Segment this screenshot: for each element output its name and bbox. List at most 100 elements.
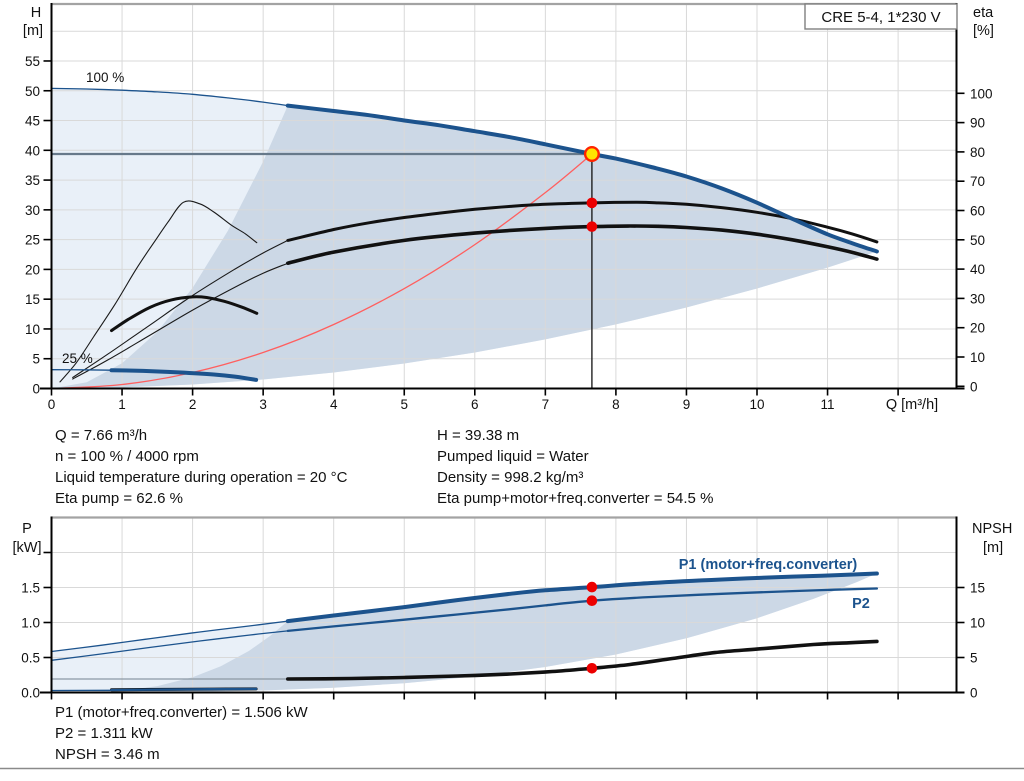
left-axis-tick-label: 25 [25, 233, 40, 248]
result-liquid-temp: Liquid temperature during operation = 20… [55, 469, 348, 486]
gridlines [51, 4, 957, 389]
left-axis-tick-label: 1.5 [21, 581, 40, 596]
eta-total-duty-dot [586, 221, 598, 232]
result-p1: P1 (motor+freq.converter) = 1.506 kW [55, 704, 308, 721]
p1-thin-curve [50, 620, 289, 653]
speed-25-label: 25 % [62, 351, 93, 366]
left-axis-tick-label: 0.5 [21, 651, 40, 666]
npsh-axis-label: NPSH [972, 521, 1012, 537]
qh-100-curve [285, 103, 879, 254]
gridlines [51, 517, 957, 693]
x-axis-tick-label: 0 [48, 397, 56, 412]
pump-title: CRE 5-4, 1*230 V [821, 9, 940, 26]
power-duty-range-dark [51, 573, 877, 693]
power-result-text: P1 (motor+freq.converter) = 1.506 kW P2 … [55, 704, 308, 763]
npsh-duty-dot [586, 662, 598, 674]
x-axis-tick-label: 6 [471, 397, 479, 412]
result-speed: n = 100 % / 4000 rpm [55, 448, 199, 465]
duty-markers [586, 581, 598, 674]
x-axis-tick-label: 5 [400, 397, 408, 412]
p1-curve-label: P1 (motor+freq.converter) [679, 557, 858, 573]
h-axis-label: H [31, 5, 41, 21]
right-axis-tick-label: 10 [970, 616, 985, 631]
right-axis-tick-label: 80 [970, 145, 985, 160]
qh-100-thin-curve [50, 87, 289, 107]
left-axis-tick-label: 20 [25, 262, 40, 277]
p2-curve-label: P2 [852, 596, 870, 612]
eta-pump-duty-dot [586, 197, 598, 209]
control-curve-curve [50, 153, 593, 390]
right-axis-tick-label: 50 [970, 233, 985, 248]
npsh-curve [286, 639, 879, 681]
right-axis-tick-label: 0 [970, 379, 978, 394]
result-npsh: NPSH = 3.46 m [55, 746, 160, 763]
left-axis-tick-label: 0 [32, 382, 40, 397]
result-q: Q = 7.66 m³/h [55, 427, 147, 444]
x-axis-tick-label: 10 [749, 397, 764, 412]
p-axis-unit: [kW] [13, 540, 42, 556]
q-axis-label: Q [m³/h] [886, 397, 938, 413]
power-npsh-chart: 0.0 0.5 1.0 1.5 0 5 10 15 [21, 516, 985, 701]
right-axis-tick-label: 20 [970, 321, 985, 336]
result-eta-total: Eta pump+motor+freq.converter = 54.5 % [437, 490, 713, 507]
p-axis-label: P [22, 521, 32, 537]
left-axis-tick-label: 30 [25, 203, 40, 218]
result-density: Density = 998.2 kg/m³ [437, 469, 583, 486]
x-axis-tick-label: 8 [612, 397, 620, 412]
x-axis-tick-label: 11 [821, 397, 835, 412]
left-axis-tick-label: 1.0 [21, 616, 40, 631]
right-axis-tick-label: 100 [970, 86, 993, 101]
right-axis-tick-label: 0 [970, 686, 978, 701]
result-pumped-liquid: Pumped liquid = Water [437, 448, 589, 465]
x-axis-tick-label: 4 [330, 397, 338, 412]
result-h: H = 39.38 m [437, 427, 519, 444]
qh-25-thin-curve [50, 369, 113, 371]
eta-total-100-curve [286, 224, 879, 265]
npsh-axis-unit: [m] [983, 540, 1003, 556]
p1-25-curve [110, 687, 258, 692]
x-axis-tick-label: 2 [189, 397, 197, 412]
left-axis-tick-label: 15 [25, 292, 40, 307]
duty-point-marker[interactable] [583, 145, 600, 162]
p2-duty-dot [586, 595, 598, 607]
right-axis-tick-label: 10 [970, 350, 985, 365]
result-p2: P2 = 1.311 kW [55, 725, 154, 742]
right-axis-tick-label: 70 [970, 174, 985, 189]
qh-eta-chart: 0510152025303540455055010203040506070809… [25, 2, 993, 412]
p2-curve [286, 587, 879, 633]
left-axis-tick-label: 40 [25, 143, 40, 158]
eta-total-25-curve [110, 295, 259, 333]
speed-100-label: 100 % [86, 70, 124, 85]
left-axis-tick-label: 5 [32, 352, 40, 367]
left-axis-tick-label: 35 [25, 173, 40, 188]
right-axis-tick-label: 90 [970, 116, 985, 131]
right-axis-tick-label: 15 [970, 581, 985, 596]
left-axis-tick-label: 45 [25, 114, 40, 129]
p2-thin-curve [50, 630, 289, 661]
eta-axis-unit: [%] [973, 23, 994, 39]
x-axis-tick-label: 3 [259, 397, 267, 412]
right-axis-tick-label: 30 [970, 291, 985, 306]
eta-pump-25-curve [59, 200, 258, 383]
h-axis-unit: [m] [23, 23, 43, 39]
left-axis-tick-label: 55 [25, 54, 40, 69]
pump-title-box: CRE 5-4, 1*230 V [804, 3, 958, 30]
left-axis-tick-label: 0.0 [21, 686, 40, 701]
right-axis-tick-label: 5 [970, 651, 978, 666]
right-axis-tick-label: 60 [970, 204, 985, 219]
left-axis-tick-label: 50 [25, 84, 40, 99]
title-box-frame [804, 3, 958, 30]
p1-curve [285, 571, 879, 624]
x-axis-tick-label: 9 [683, 397, 691, 412]
result-eta-pump: Eta pump = 62.6 % [55, 490, 183, 507]
qh-25-curve [109, 368, 259, 382]
x-axis-tick-label: 1 [118, 397, 126, 412]
p1-duty-dot [586, 581, 598, 593]
right-axis-tick-label: 40 [970, 262, 985, 277]
left-axis-tick-label: 10 [25, 322, 40, 337]
duty-range-dark [51, 105, 877, 389]
x-axis-tick-label: 7 [542, 397, 550, 412]
eta-axis-label: eta [973, 5, 994, 21]
